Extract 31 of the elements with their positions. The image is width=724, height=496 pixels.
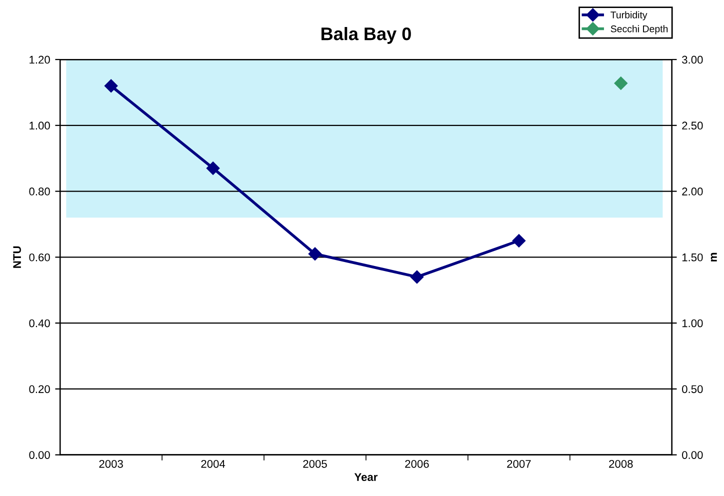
y2-tick-label: 2.00 xyxy=(682,188,703,196)
y-tick-label: 0.80 xyxy=(29,188,50,196)
x-tick-label: 2008 xyxy=(609,460,633,468)
y-tick-label: 1.20 xyxy=(30,56,50,64)
y-axis-title: NTU xyxy=(13,246,21,268)
y-tick-label: 1.00 xyxy=(30,122,50,130)
x-tick-label: 2005 xyxy=(303,460,327,468)
y-tick-label: 0.40 xyxy=(29,319,50,328)
legend-label: Secchi Depth xyxy=(610,25,668,34)
point xyxy=(512,234,526,248)
y2-tick-label: 2.50 xyxy=(682,122,703,130)
y-tick-label: 0.20 xyxy=(29,385,50,394)
chart-title: Bala Bay 0 xyxy=(322,26,411,44)
point xyxy=(410,270,424,284)
y2-axis-title: m xyxy=(710,252,717,262)
y2-tick-label: 0.50 xyxy=(682,385,703,394)
y-tick-label: 0.00 xyxy=(29,451,50,459)
x-tick-label: 2003 xyxy=(99,460,123,468)
x-axis-title: Year xyxy=(354,473,378,481)
point xyxy=(206,162,220,175)
point xyxy=(104,79,118,92)
y2-tick-label: 1.50 xyxy=(682,253,703,262)
legend-label: Turbidity xyxy=(610,11,648,20)
y-tick-label: 0.60 xyxy=(29,253,50,262)
x-tick-label: 2007 xyxy=(507,460,531,468)
y2-tick-label: 3.00 xyxy=(682,56,703,64)
x-tick-label: 2004 xyxy=(201,460,226,468)
y2-tick-label: 0.00 xyxy=(682,451,703,459)
x-tick-label: 2006 xyxy=(405,460,429,468)
point xyxy=(308,247,322,260)
y2-tick-label: 1.00 xyxy=(682,319,703,328)
